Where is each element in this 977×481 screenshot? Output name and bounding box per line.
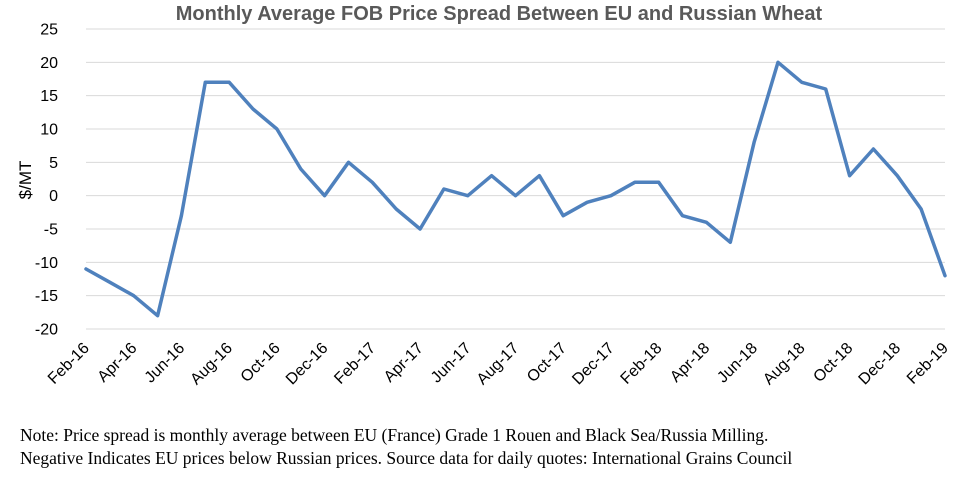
series-line bbox=[84, 60, 947, 318]
x-tick-label: Dec-16 bbox=[283, 340, 332, 389]
data-point bbox=[394, 207, 398, 211]
x-tick-label: Feb-17 bbox=[331, 340, 379, 388]
data-point bbox=[180, 214, 183, 217]
x-tick-label: Aug-17 bbox=[474, 340, 523, 389]
data-point bbox=[776, 61, 780, 64]
data-point bbox=[490, 174, 493, 177]
y-tick-label: -15 bbox=[35, 288, 58, 305]
data-point bbox=[705, 221, 708, 224]
data-point bbox=[943, 274, 947, 277]
x-tick-label: Oct-16 bbox=[238, 340, 284, 386]
chart-note: Note: Price spread is monthly average be… bbox=[20, 424, 792, 470]
y-tick-label: 0 bbox=[49, 188, 58, 205]
data-point bbox=[251, 107, 255, 111]
data-point bbox=[848, 174, 851, 177]
data-point bbox=[824, 87, 827, 91]
data-point bbox=[585, 201, 589, 204]
data-point bbox=[562, 214, 565, 217]
y-axis-ticks: 25 20 15 10 5 0 -5 -10 -15 -20 bbox=[35, 22, 58, 339]
data-point bbox=[681, 214, 684, 217]
data-point bbox=[919, 207, 923, 211]
data-point bbox=[872, 147, 875, 151]
data-point bbox=[371, 181, 374, 184]
x-tick-label: Oct-18 bbox=[810, 340, 856, 386]
x-tick-label: Apr-18 bbox=[667, 340, 713, 386]
x-tick-label: Dec-17 bbox=[569, 340, 618, 389]
series-layer bbox=[84, 60, 947, 318]
data-point bbox=[204, 81, 207, 84]
x-tick-label: Jun-17 bbox=[428, 340, 475, 387]
x-tick-label: Aug-16 bbox=[187, 340, 236, 389]
x-tick-label: Feb-18 bbox=[618, 340, 666, 388]
y-tick-label: 10 bbox=[40, 122, 58, 139]
data-point bbox=[800, 81, 804, 84]
x-tick-label: Aug-18 bbox=[760, 340, 809, 389]
x-tick-label: Feb-16 bbox=[45, 340, 93, 388]
data-point bbox=[609, 194, 613, 197]
x-tick-label: Apr-16 bbox=[95, 340, 141, 386]
x-tick-label: Feb-19 bbox=[904, 340, 952, 388]
line-chart: Monthly Average FOB Price Spread Between… bbox=[16, 3, 952, 389]
data-point bbox=[227, 81, 231, 84]
data-point bbox=[108, 281, 112, 284]
data-point bbox=[156, 314, 159, 317]
x-tick-label: Jun-18 bbox=[714, 340, 761, 387]
y-axis-label: $/MT bbox=[16, 161, 35, 200]
x-tick-label: Oct-17 bbox=[524, 340, 570, 386]
data-point bbox=[418, 227, 422, 231]
y-tick-label: 5 bbox=[49, 155, 58, 172]
x-tick-label: Jun-16 bbox=[142, 340, 189, 387]
data-point bbox=[299, 167, 302, 171]
x-tick-label: Dec-18 bbox=[856, 340, 905, 389]
data-point bbox=[442, 187, 446, 191]
y-tick-label: 20 bbox=[40, 55, 58, 72]
y-tick-label: -5 bbox=[44, 222, 58, 239]
y-tick-label: -20 bbox=[35, 322, 58, 339]
data-point bbox=[896, 174, 899, 177]
note-line-2: Negative Indicates EU prices below Russi… bbox=[20, 448, 793, 468]
x-tick-label: Apr-17 bbox=[381, 340, 427, 386]
data-point bbox=[514, 194, 517, 197]
data-point bbox=[538, 174, 541, 177]
data-point bbox=[633, 181, 637, 184]
data-point bbox=[752, 141, 756, 144]
data-point bbox=[84, 267, 88, 271]
data-point bbox=[347, 161, 350, 164]
data-point bbox=[466, 194, 469, 197]
chart-title: Monthly Average FOB Price Spread Between… bbox=[176, 3, 823, 25]
data-point bbox=[729, 241, 732, 244]
y-tick-label: -10 bbox=[35, 255, 58, 272]
y-tick-label: 15 bbox=[40, 88, 58, 105]
data-point bbox=[132, 294, 135, 297]
data-point bbox=[323, 194, 326, 197]
gridlines bbox=[86, 28, 945, 330]
x-axis-ticks: Feb-16 Apr-16 Jun-16 Aug-16 Oct-16 Dec-16 Feb-… bbox=[45, 340, 952, 389]
y-tick-label: 25 bbox=[40, 22, 58, 39]
data-point bbox=[657, 181, 660, 184]
note-line-1: Note: Price spread is monthly average be… bbox=[20, 425, 769, 445]
data-point bbox=[275, 127, 279, 131]
